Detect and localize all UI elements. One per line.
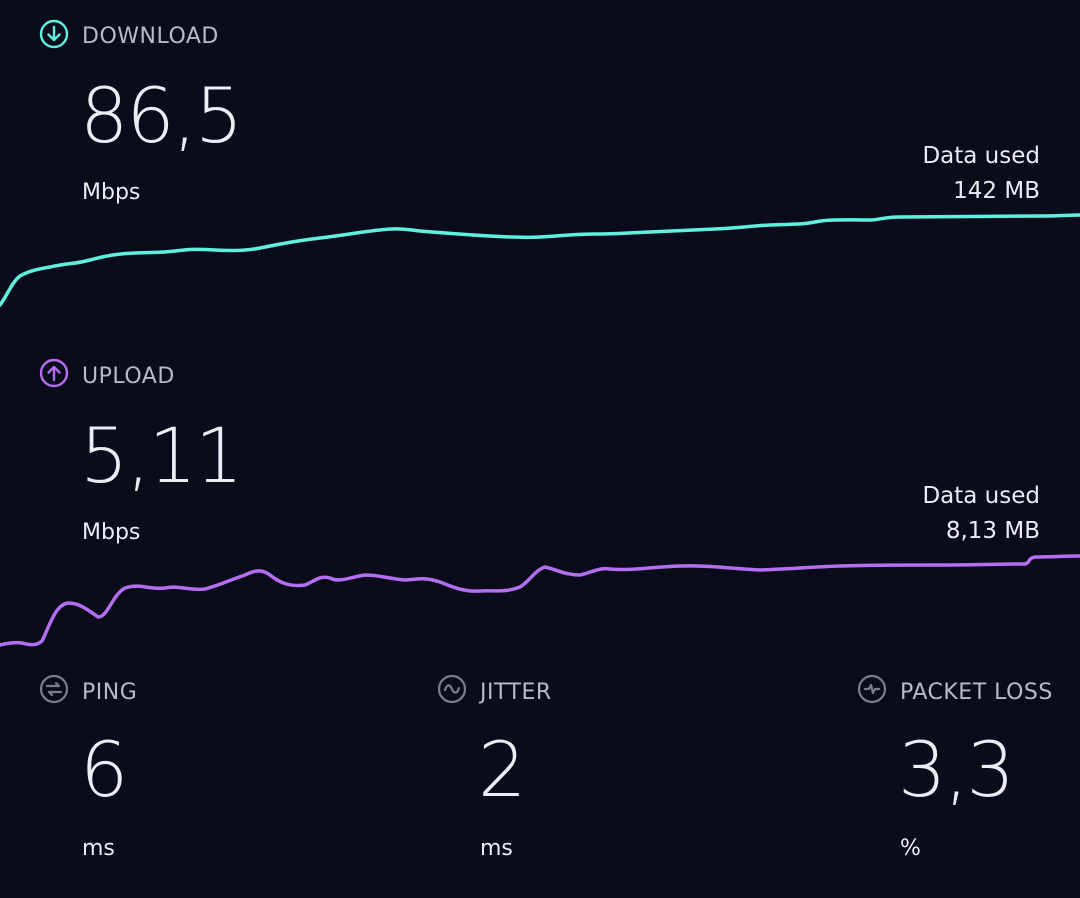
packet-loss-label: PACKET LOSS — [900, 680, 1053, 705]
download-unit: Mbps — [82, 180, 141, 205]
download-data-used-label: Data used — [922, 143, 1040, 169]
ping-label: PING — [82, 680, 138, 705]
packet-loss-icon — [857, 674, 887, 704]
upload-data-used-label: Data used — [922, 483, 1040, 509]
ping-unit: ms — [82, 836, 115, 861]
jitter-value: 2 — [478, 725, 526, 814]
upload-speed-value: 5,11 — [80, 411, 243, 500]
upload-icon — [39, 358, 69, 388]
download-label: DOWNLOAD — [82, 24, 219, 49]
ping-icon — [39, 674, 69, 704]
jitter-label: JITTER — [480, 680, 552, 705]
upload-label: UPLOAD — [82, 364, 175, 389]
download-icon — [39, 19, 69, 49]
download-data-used-value: 142 MB — [953, 178, 1040, 204]
ping-value: 6 — [80, 725, 128, 814]
download-speed-value: 86,5 — [80, 71, 243, 160]
packet-loss-value: 3,3 — [898, 725, 1015, 814]
download-graph-line — [0, 213, 1080, 307]
upload-graph — [0, 554, 1080, 647]
download-graph — [0, 213, 1080, 307]
upload-unit: Mbps — [82, 520, 141, 545]
jitter-unit: ms — [480, 836, 513, 861]
jitter-icon — [437, 674, 467, 704]
upload-graph-line — [0, 554, 1080, 647]
packet-loss-unit: % — [900, 836, 921, 861]
upload-data-used-value: 8,13 MB — [945, 518, 1040, 544]
